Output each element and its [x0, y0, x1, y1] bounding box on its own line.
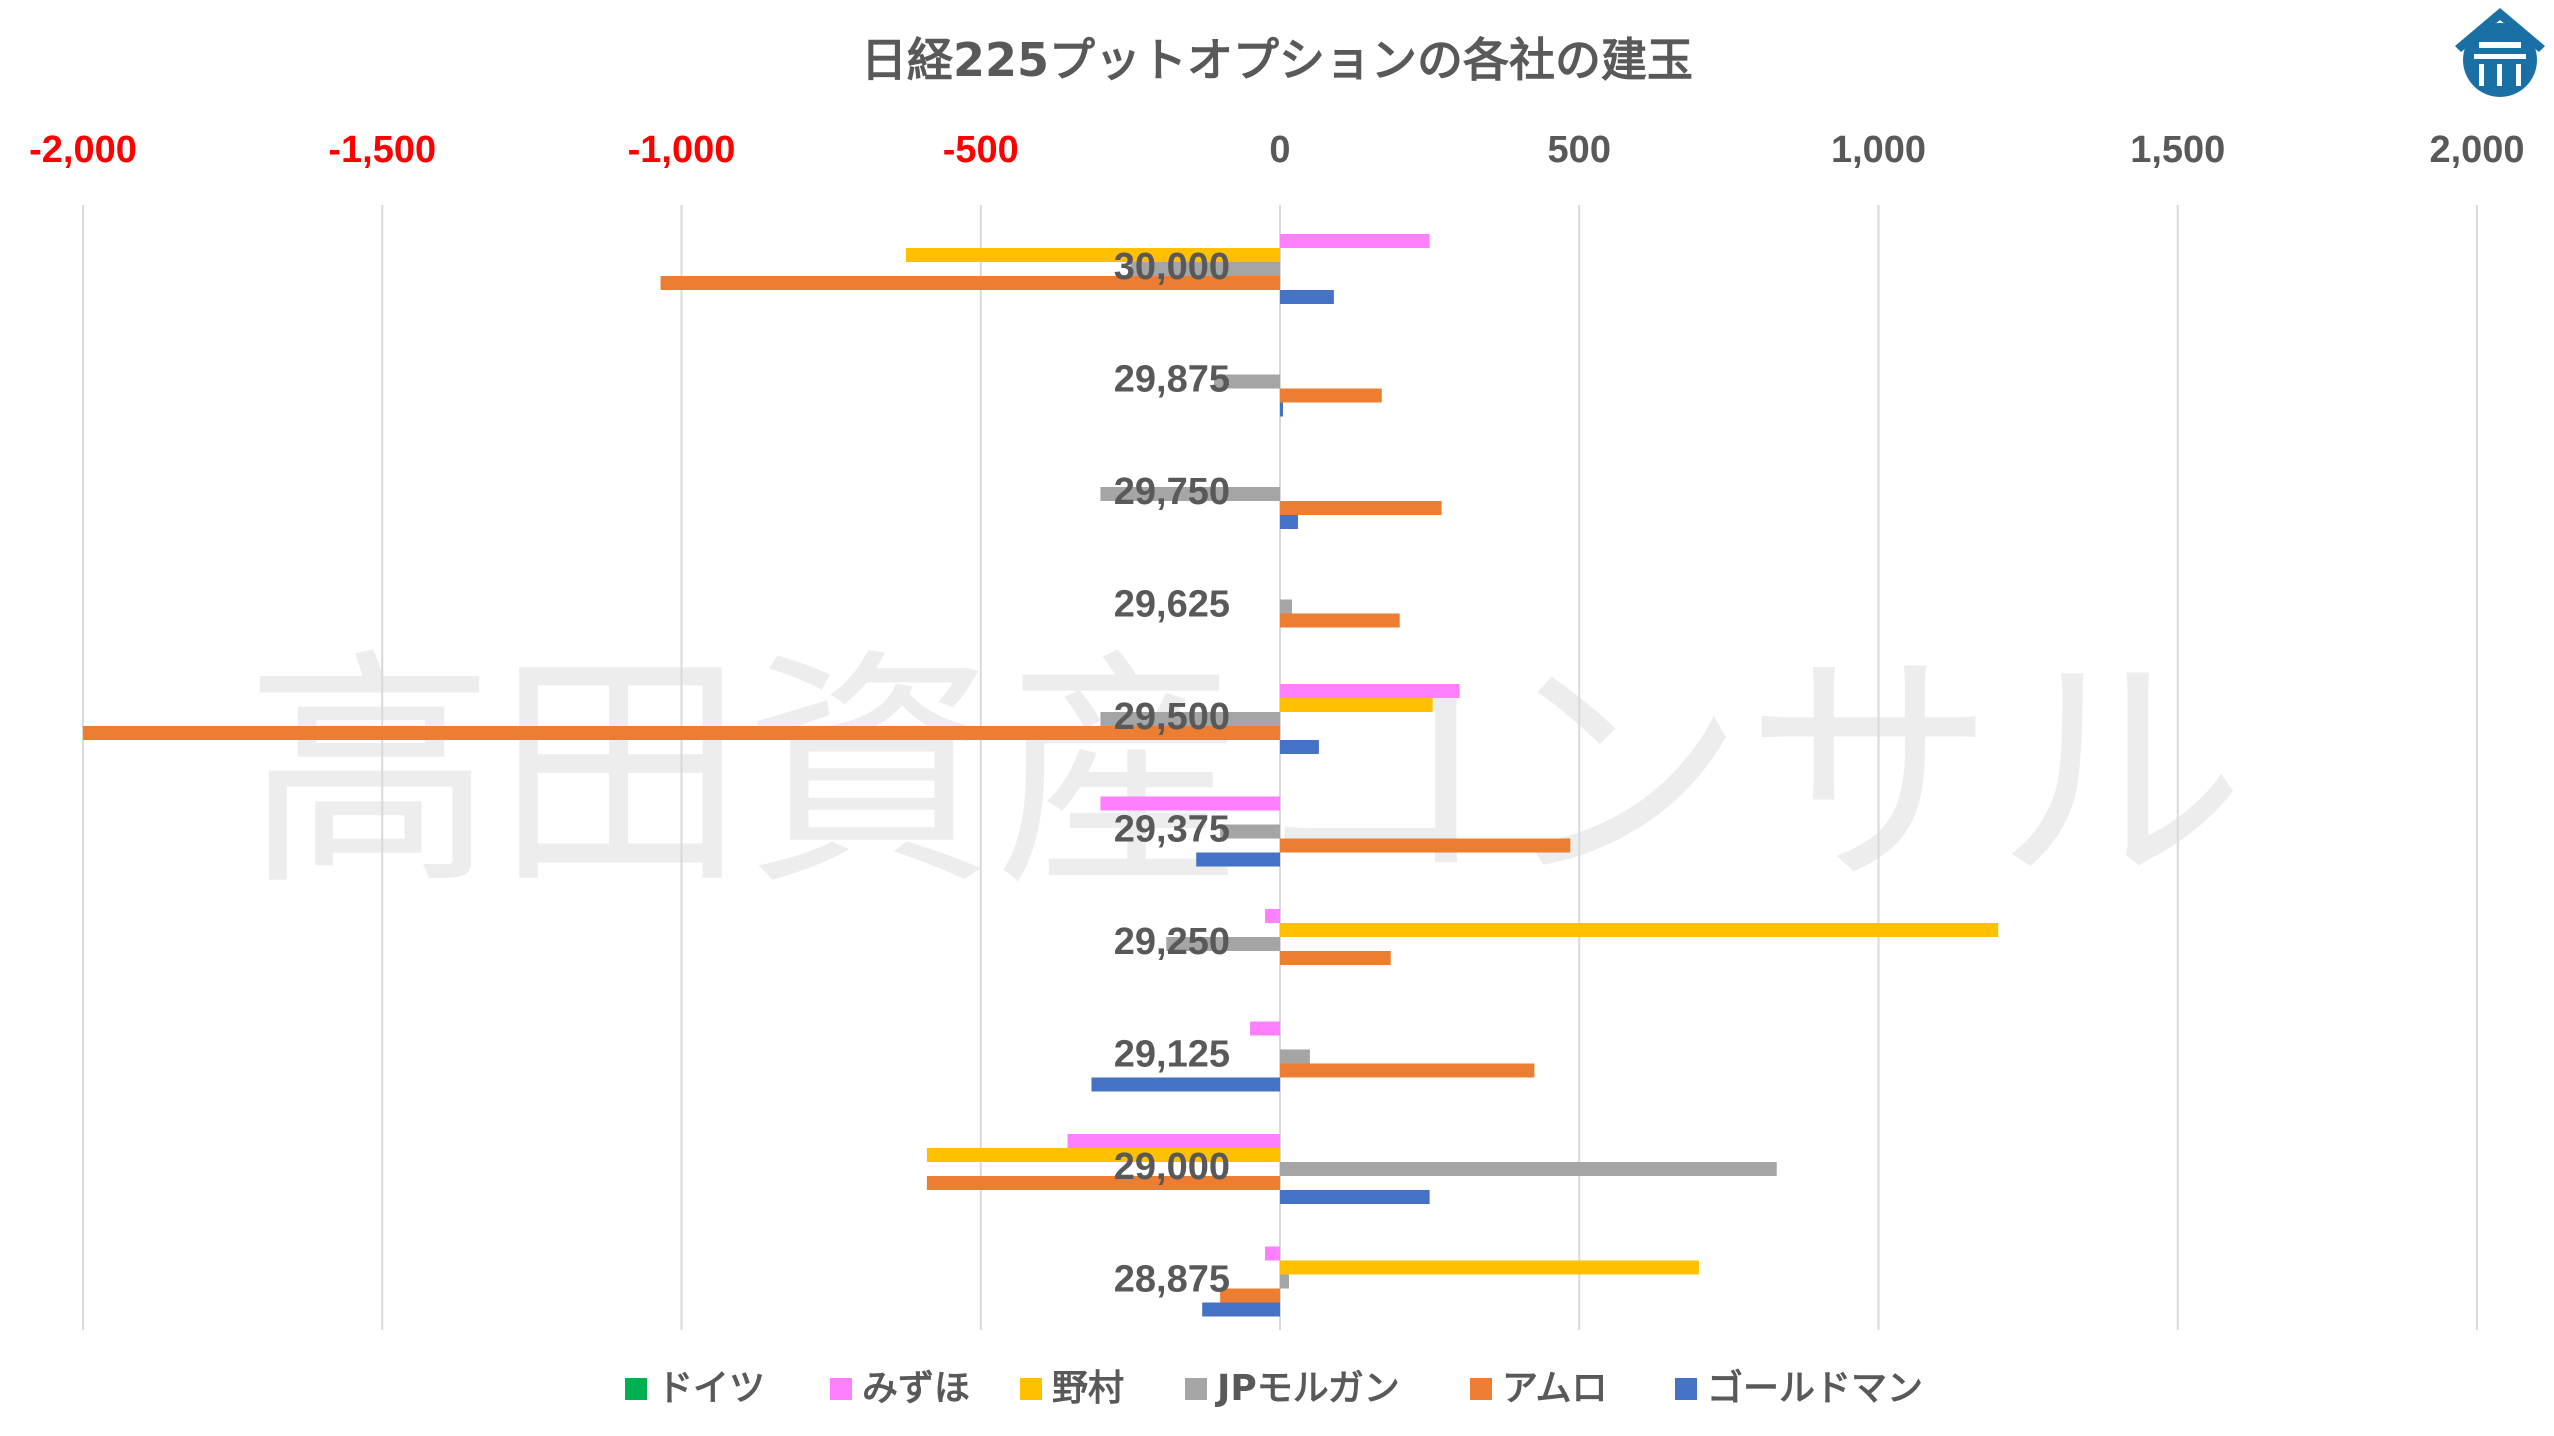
- x-axis-ticks: -2,000 -1,500 -1,000 -500 0 500 1,000 1,500 2,00…: [29, 129, 2524, 171]
- bar: [1280, 234, 1430, 248]
- bar: [1202, 1302, 1280, 1317]
- bar: [1196, 852, 1280, 867]
- x-tick-label: -1,000: [628, 129, 736, 171]
- bar: [1214, 374, 1280, 389]
- bar: [926, 1176, 1280, 1190]
- bar: [1265, 1246, 1280, 1261]
- bar: [905, 248, 1280, 262]
- category-label: 29,250: [1114, 921, 1230, 963]
- category-label: 29,750: [1114, 471, 1230, 513]
- bar: [1280, 402, 1283, 417]
- bar: [1280, 698, 1433, 712]
- x-tick-label: 1,000: [1831, 129, 1926, 171]
- legend-swatch: [830, 1378, 852, 1400]
- bar: [83, 726, 1280, 740]
- bar: [1091, 1077, 1280, 1092]
- x-tick-label: -1,500: [328, 129, 436, 171]
- bar: [1280, 1049, 1310, 1064]
- bar: [1280, 1063, 1535, 1078]
- bar: [1280, 740, 1319, 754]
- bar: [1100, 487, 1280, 501]
- category-label: 29,500: [1114, 696, 1230, 738]
- legend-swatch: [1020, 1378, 1042, 1400]
- legend-swatch: [1675, 1378, 1697, 1400]
- bar: [1280, 599, 1292, 614]
- x-tick-label: 2,000: [2429, 129, 2524, 171]
- bar: [1280, 923, 1999, 937]
- legend-label: ドイツ: [657, 1368, 765, 1409]
- bar: [1280, 515, 1298, 529]
- x-tick-label: 500: [1548, 129, 1611, 171]
- bar: [1280, 388, 1382, 403]
- watermark: 高田資産コンサル: [245, 628, 2245, 919]
- bar: [926, 1148, 1280, 1162]
- legend-label: アムロ: [1502, 1368, 1607, 1409]
- category-label: 29,125: [1114, 1034, 1230, 1076]
- category-label: 30,000: [1114, 246, 1230, 288]
- bar: [1280, 1274, 1289, 1289]
- bar: [1280, 1260, 1699, 1275]
- x-tick-label: 0: [1269, 129, 1290, 171]
- gridlines: [82, 205, 2478, 1330]
- category-label: 29,000: [1114, 1146, 1230, 1188]
- bar: [1100, 712, 1280, 726]
- bar: [1280, 501, 1442, 515]
- bar: [1280, 951, 1391, 965]
- category-label: 28,875: [1114, 1259, 1230, 1301]
- bar: [1220, 824, 1280, 839]
- legend-label: ゴールドマン: [1707, 1367, 1923, 1409]
- bar: [1220, 1288, 1280, 1303]
- takata-logo: [2455, 8, 2545, 97]
- bar: [1166, 937, 1280, 951]
- category-label: 29,375: [1114, 809, 1230, 851]
- legend-label: みずほ: [862, 1368, 970, 1409]
- x-tick-label: -2,000: [29, 129, 137, 171]
- bar: [660, 276, 1280, 290]
- x-tick-label: 1,500: [2130, 129, 2225, 171]
- category-label: 29,875: [1114, 359, 1230, 401]
- legend: ドイツ みずほ 野村 JPモルガン アムロ ゴールドマン: [625, 1367, 1923, 1409]
- bars: [83, 234, 1999, 1317]
- legend-label: 野村: [1052, 1368, 1124, 1409]
- bar: [1280, 613, 1400, 628]
- legend-swatch: [1185, 1378, 1207, 1400]
- bar: [1280, 1162, 1777, 1176]
- legend-swatch: [1470, 1378, 1492, 1400]
- bar: [1067, 1134, 1280, 1148]
- category-labels: 30,000 29,875 29,750 29,625 29,500 29,375 29,2…: [1114, 246, 1230, 1301]
- category-label: 29,625: [1114, 584, 1230, 626]
- bar: [1265, 909, 1280, 923]
- bar: [1280, 290, 1334, 304]
- bar: [1280, 838, 1571, 853]
- bar: [1280, 1190, 1430, 1204]
- legend-swatch: [625, 1378, 647, 1400]
- bar: [1280, 684, 1460, 698]
- x-tick-label: -500: [943, 129, 1019, 171]
- bar: [1130, 262, 1280, 276]
- legend-label: JPモルガン: [1214, 1368, 1400, 1409]
- chart-title: 日経225プットオプションの各社の建玉: [861, 33, 1693, 87]
- bar: [1250, 1021, 1280, 1036]
- bar: [1100, 796, 1280, 811]
